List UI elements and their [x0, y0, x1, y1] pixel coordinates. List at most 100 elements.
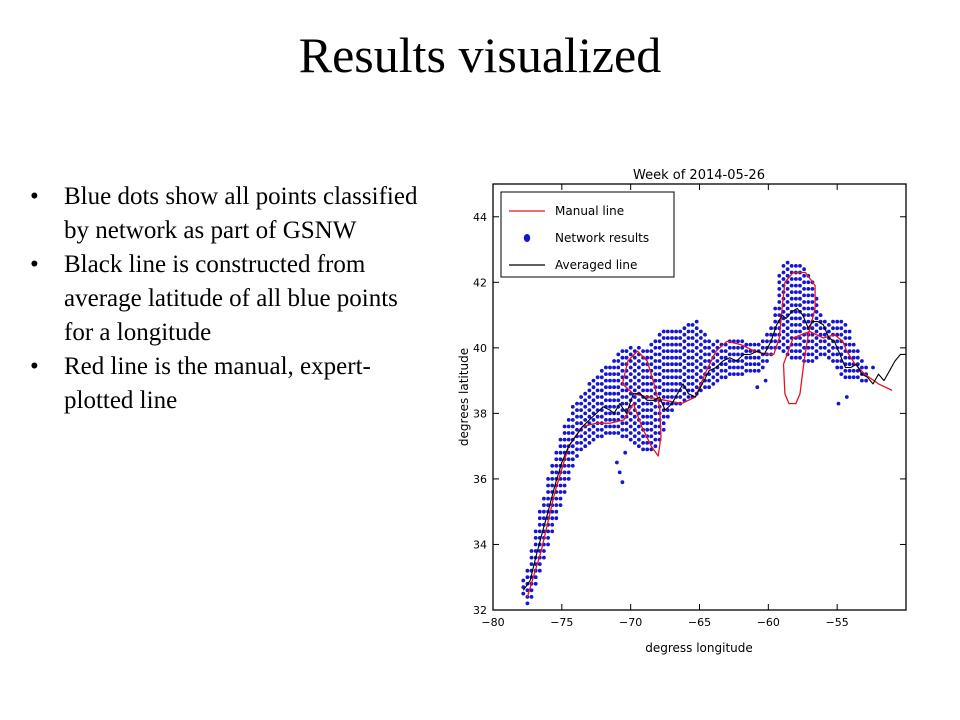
- network-point: [546, 496, 550, 501]
- network-point: [637, 365, 641, 370]
- network-point: [682, 326, 687, 331]
- network-point: [604, 411, 608, 416]
- network-point: [806, 280, 811, 285]
- network-point: [661, 382, 666, 386]
- network-point: [781, 270, 786, 275]
- network-point: [620, 388, 625, 393]
- network-point: [732, 345, 736, 350]
- network-point: [583, 404, 588, 409]
- network-point: [649, 401, 654, 406]
- network-point: [798, 329, 802, 334]
- network-point: [599, 375, 604, 380]
- network-point: [537, 522, 542, 527]
- network-point: [595, 414, 600, 419]
- network-point: [678, 349, 683, 353]
- network-point: [847, 329, 852, 334]
- network-point: [649, 349, 654, 353]
- network-point: [814, 336, 819, 340]
- network-point: [686, 336, 691, 340]
- network-point: [653, 352, 658, 357]
- network-point: [562, 477, 567, 481]
- network-point: [732, 365, 736, 370]
- network-point: [682, 332, 687, 337]
- network-point: [612, 424, 616, 429]
- network-point: [682, 391, 687, 396]
- network-point: [798, 355, 802, 360]
- network-point: [785, 339, 790, 344]
- network-point: [550, 529, 555, 534]
- network-point: [632, 441, 637, 445]
- network-point: [637, 437, 641, 442]
- network-point: [839, 345, 844, 350]
- network-point: [769, 345, 773, 350]
- network-point: [587, 434, 592, 439]
- network-point: [831, 326, 835, 331]
- network-point: [645, 441, 650, 445]
- network-point: [570, 431, 575, 435]
- network-point: [727, 345, 732, 350]
- network-point: [711, 362, 716, 367]
- network-point: [843, 323, 848, 327]
- network-point: [525, 568, 530, 573]
- network-point: [835, 365, 840, 370]
- network-point: [802, 345, 806, 350]
- network-point: [665, 355, 670, 360]
- network-point: [736, 372, 740, 376]
- network-point: [542, 509, 546, 514]
- network-point: [694, 372, 699, 376]
- network-point: [616, 411, 621, 416]
- network-point: [740, 339, 745, 344]
- network-point: [835, 319, 840, 324]
- chart: Week of 2014-05-26 −80 −75 −70 −65 −60 −55 32 3…: [457, 168, 907, 655]
- network-point: [661, 427, 666, 432]
- network-point: [529, 555, 534, 560]
- network-point: [871, 365, 875, 370]
- network-point: [715, 378, 720, 383]
- network-point: [665, 342, 670, 347]
- network-point: [542, 549, 546, 553]
- network-point: [670, 382, 674, 386]
- network-point: [653, 411, 658, 416]
- network-point: [661, 388, 666, 393]
- network-point: [653, 365, 658, 370]
- network-point: [736, 345, 740, 350]
- x-tick-label: −65: [688, 616, 711, 629]
- network-point: [715, 372, 720, 376]
- network-point: [591, 424, 596, 429]
- network-point: [822, 345, 827, 350]
- network-point: [806, 313, 811, 317]
- network-point: [810, 293, 815, 298]
- network-point: [665, 388, 670, 393]
- network-point: [546, 529, 550, 534]
- network-point: [847, 336, 852, 340]
- network-point: [785, 326, 790, 331]
- network-point: [847, 368, 852, 373]
- network-point: [777, 273, 782, 278]
- network-point: [612, 378, 616, 383]
- network-point: [690, 362, 695, 367]
- network-point: [583, 391, 588, 396]
- network-point: [616, 352, 621, 357]
- network-point: [657, 391, 662, 396]
- network-point: [727, 352, 732, 357]
- network-point: [653, 424, 658, 429]
- network-point: [649, 421, 654, 426]
- bullet-dot: •: [30, 183, 39, 210]
- network-point: [707, 339, 711, 344]
- network-point: [674, 388, 678, 393]
- network-point: [591, 385, 596, 390]
- network-point: [860, 378, 864, 383]
- network-point: [827, 355, 831, 360]
- network-point: [641, 388, 645, 393]
- network-point: [661, 375, 666, 380]
- network-point: [546, 490, 550, 494]
- network-point: [554, 509, 559, 514]
- network-point: [612, 372, 616, 376]
- network-point: [678, 342, 683, 347]
- network-point: [637, 378, 641, 383]
- network-point: [558, 503, 563, 507]
- network-point: [798, 277, 802, 281]
- network-point: [616, 391, 621, 396]
- network-point: [608, 378, 612, 383]
- network-point: [806, 345, 811, 350]
